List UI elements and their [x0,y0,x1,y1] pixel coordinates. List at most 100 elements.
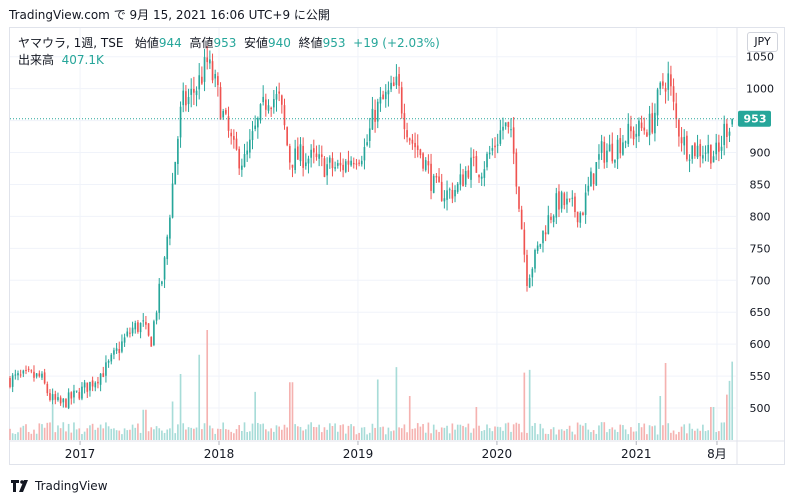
candle-body [102,373,105,377]
volume-bar [201,429,203,440]
volume-bar [728,380,731,440]
volume-bar [686,433,688,440]
volume-bar [648,425,651,440]
candle-body [419,149,422,156]
footer-brand[interactable]: TradingView [11,479,108,493]
volume-bar [347,425,350,440]
candle-body [113,350,115,355]
volume-bar [440,427,443,440]
low-label: 安値 [244,36,269,50]
candle-body [115,348,118,351]
currency-button[interactable]: JPY [747,32,778,52]
volume-bar [185,429,187,440]
last-price-tag: 953 [738,110,771,127]
volume-bar [182,423,185,440]
volume-bar [416,423,419,440]
volume-bar [552,427,555,440]
volume-bar [696,428,699,440]
candle-body [584,192,587,215]
volume-bar [262,423,264,440]
candle-body [430,163,432,191]
candle-body [619,138,622,154]
candle-body [478,174,480,178]
candle-body [225,109,227,114]
y-tick-label: 800 [750,210,771,223]
candle-body [118,349,121,353]
volume-bar [632,431,635,440]
candle-body [198,75,201,90]
volume-bar [504,423,507,440]
volume-bar [571,431,574,440]
volume-bar [622,425,624,440]
volume-bar [209,425,211,440]
volume-bar [283,424,286,440]
candle-body [566,198,568,205]
volume-bar [376,379,379,440]
volume-bar [147,431,150,440]
candle-body [304,162,307,167]
volume-bar [664,363,667,440]
volume-bar [57,425,59,440]
volume-bar [22,425,25,440]
candle-body [475,156,478,173]
candle-body [456,183,459,192]
volume-bar [422,424,424,440]
candle-body [560,192,563,209]
candle-body [177,138,179,165]
candle-body [435,175,438,178]
candle-body [211,61,214,81]
candle-body [427,161,430,166]
candle-body [422,153,424,169]
volume-bar [678,431,680,440]
volume-bar [718,431,720,440]
volume-bar [483,430,486,440]
volume-bar [51,404,54,440]
volume-bar [608,428,611,440]
candle-body [38,373,41,377]
volume-bar [304,429,307,440]
time-axis[interactable]: 2017 2018 2019 2020 2021 8月 [10,440,784,461]
y-tick-label: 700 [750,274,771,287]
candle-body [30,370,33,372]
candle-body [392,82,395,86]
candle-body [286,127,288,146]
candle-body [614,159,616,163]
price-axis[interactable]: 50055060065070075080085090095010001050 [736,28,774,465]
candle-body [678,119,680,137]
candle-body [139,322,142,333]
volume-bar [86,428,89,440]
source-label[interactable]: TradingView.com [9,8,110,22]
candle-body [454,189,456,197]
candle-body [659,82,662,89]
volume-bar [400,428,403,440]
volume-bar [278,426,280,440]
symbol-label[interactable]: ヤマウラ, 1週, TSE [18,36,124,50]
y-tick-label: 1000 [746,83,774,96]
candle-body [510,129,512,131]
volume-bar [246,431,249,440]
volume-bar [510,431,512,440]
candle-body [462,174,464,187]
volume-bar [350,424,352,440]
candle-body [217,76,219,86]
candle-body [606,150,608,163]
candle-body [662,81,664,86]
candle-body [536,245,539,251]
candle-body [46,384,49,394]
candle-body [206,57,209,63]
volume-bar [707,430,710,440]
candle-body [550,216,552,220]
candle-body [582,212,584,216]
candle-body [123,337,126,343]
candle-body [515,152,518,187]
volume-bar [70,432,73,440]
candle-body [89,381,91,391]
volume-bar [46,422,49,440]
candle-body [544,232,547,235]
candle-body [643,127,646,131]
candle-body [14,374,17,376]
volume-bar [384,434,387,440]
candle-body [563,193,566,206]
candle-body [696,145,699,158]
